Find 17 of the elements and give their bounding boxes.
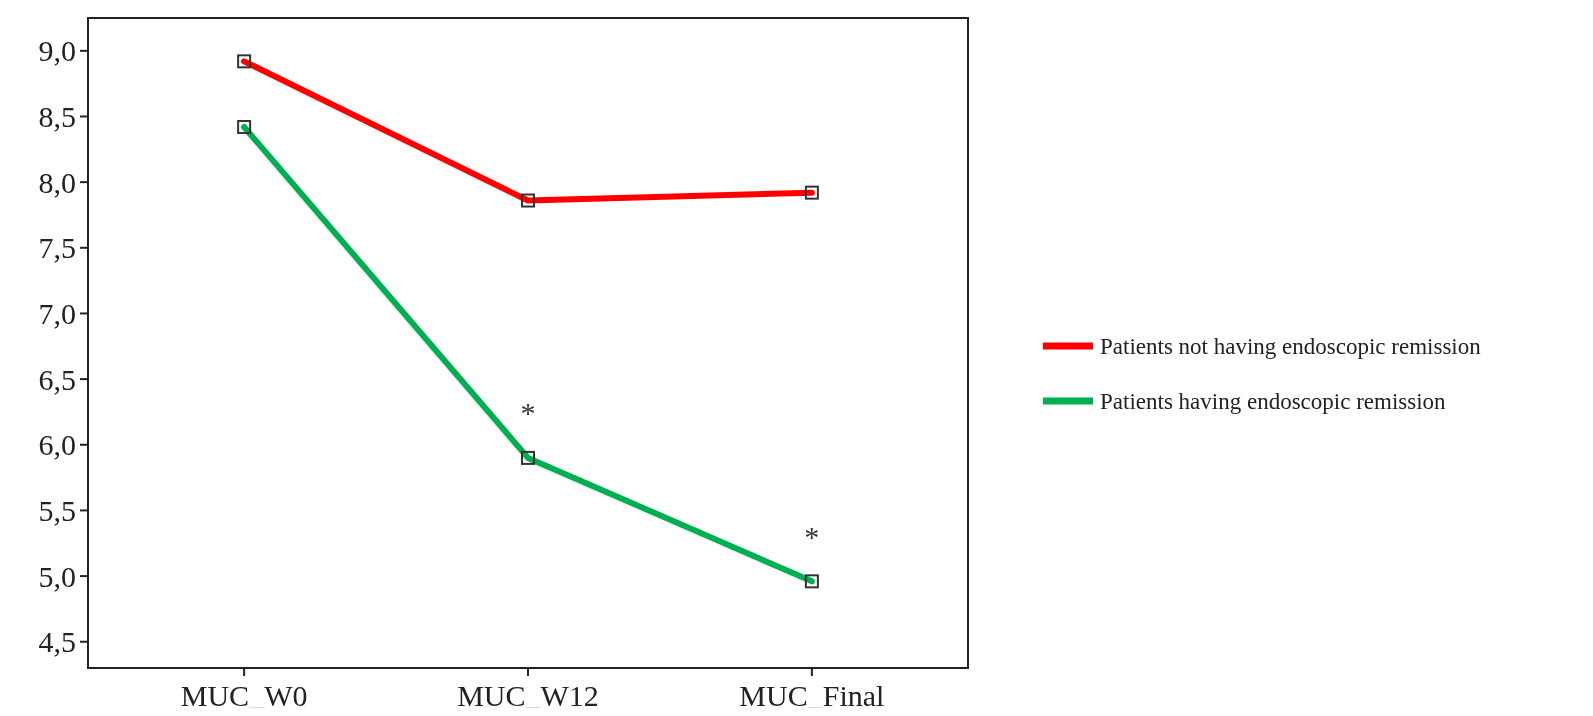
legend-label: Patients having endoscopic remission (1100, 388, 1447, 414)
y-tick-label: 7,5 (38, 231, 76, 265)
y-tick-label: 7,0 (38, 296, 76, 330)
annotation: * (804, 519, 820, 553)
y-tick-label: 4,5 (38, 625, 76, 659)
y-tick-label: 5,0 (38, 559, 76, 593)
x-tick-label: MUC_W0 (180, 679, 308, 712)
y-tick-label: 8,0 (38, 165, 76, 199)
y-tick-label: 8,5 (38, 99, 76, 133)
x-tick-label: MUC_Final (739, 679, 885, 712)
y-tick-label: 9,0 (38, 34, 76, 68)
y-tick-label: 6,5 (38, 362, 76, 396)
y-tick-label: 6,0 (38, 428, 76, 462)
legend-label: Patients not having endoscopic remission (1100, 333, 1482, 359)
y-tick-label: 5,5 (38, 493, 76, 527)
annotation: * (520, 396, 536, 430)
x-tick-label: MUC_W12 (457, 679, 599, 712)
